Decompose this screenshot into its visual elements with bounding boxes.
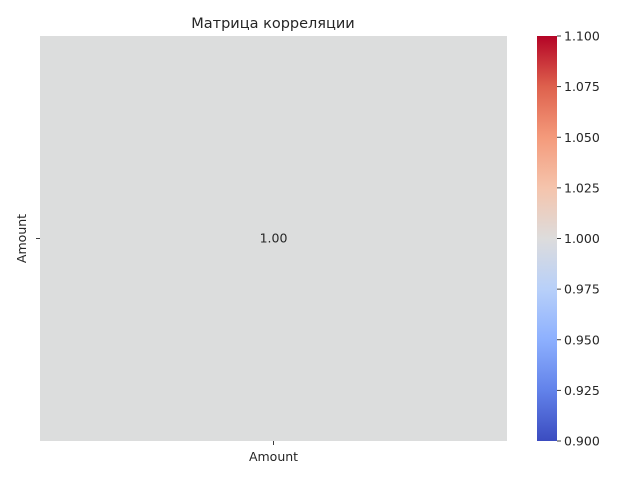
- y-axis: Amount: [14, 214, 40, 263]
- colorbar-tick-label: 1.025: [564, 180, 600, 195]
- colorbar: 0.900 0.925 0.950 0.975 1.000 1.025 1.050 1.075…: [537, 29, 600, 449]
- colorbar-gradient: [537, 36, 557, 441]
- x-tick-label: Amount: [249, 449, 298, 464]
- colorbar-tick-label: 0.900: [564, 434, 600, 449]
- chart-title: Матрица корреляции: [191, 16, 355, 32]
- heatmap-cell: [40, 36, 507, 441]
- colorbar-tick-label: 0.975: [564, 282, 600, 297]
- colorbar-tick-label: 0.950: [564, 332, 600, 347]
- colorbar-tick-label: 1.050: [564, 130, 600, 145]
- cell-value-label: 1.00: [260, 231, 288, 246]
- colorbar-tick-label: 1.000: [564, 231, 600, 246]
- colorbar-tick-label: 0.925: [564, 383, 600, 398]
- x-axis: Amount: [249, 441, 298, 464]
- y-tick-label: Amount: [14, 214, 29, 263]
- colorbar-tick-label: 1.075: [564, 79, 600, 94]
- heatmap-cells: 1.00: [40, 36, 507, 441]
- colorbar-tick-label: 1.100: [564, 29, 600, 44]
